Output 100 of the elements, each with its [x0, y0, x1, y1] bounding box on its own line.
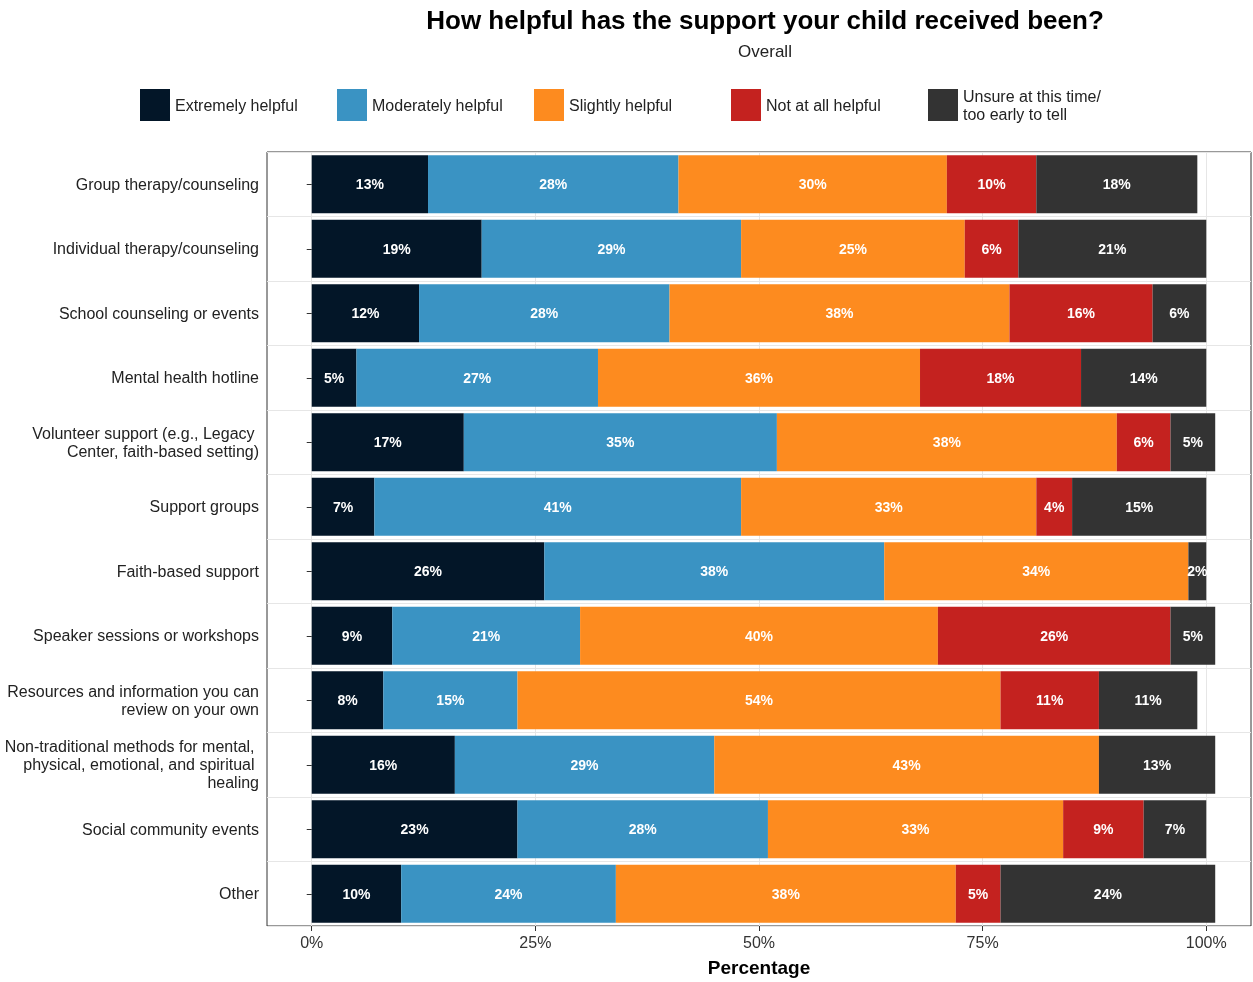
data-label: 5% — [1182, 627, 1204, 644]
bar — [1170, 413, 1216, 472]
y-tick-label: Volunteer support (e.g., Legacy Center, faith-based setting) — [32, 424, 259, 460]
bar — [1036, 477, 1073, 536]
y-tick-label: Non-traditional methods for mental, physical, emotional, and spiritual healing — [4, 738, 259, 792]
bar — [1152, 284, 1207, 343]
data-label: 7% — [332, 498, 354, 515]
data-label: 19% — [382, 240, 412, 257]
legend-label: Slightly helpful — [569, 96, 673, 114]
bar — [1098, 735, 1216, 794]
bar — [920, 348, 1082, 407]
data-label: 6% — [1169, 305, 1191, 322]
bar — [1036, 155, 1198, 214]
data-label: 43% — [892, 756, 922, 773]
bar — [955, 864, 1001, 923]
bar — [1098, 671, 1198, 730]
bar — [615, 864, 956, 923]
data-label: 29% — [570, 756, 600, 773]
bar — [1143, 800, 1207, 859]
bar — [884, 542, 1189, 601]
data-label: 16% — [1067, 305, 1096, 322]
data-label: 27% — [463, 369, 492, 386]
bar — [383, 671, 518, 730]
data-label: 54% — [744, 692, 774, 709]
bar — [964, 219, 1019, 278]
bar — [741, 219, 965, 278]
y-tick-label: Faith-based support — [116, 562, 260, 580]
bar — [311, 735, 455, 794]
x-tick-label: 75% — [966, 933, 999, 951]
bar — [311, 348, 357, 407]
data-label: 10% — [977, 176, 1007, 193]
data-label: 11% — [1134, 692, 1163, 709]
data-label: 38% — [932, 434, 962, 451]
data-label: 15% — [436, 692, 465, 709]
data-label: 7% — [1164, 821, 1186, 838]
legend-label: Not at all helpful — [766, 96, 881, 114]
bar — [311, 155, 429, 214]
data-label: 21% — [472, 627, 501, 644]
data-label: 16% — [369, 756, 398, 773]
bar — [311, 542, 545, 601]
data-label: 5% — [968, 885, 989, 902]
data-label: 38% — [825, 305, 855, 322]
data-label: 26% — [414, 563, 443, 580]
data-label: 9% — [1093, 821, 1115, 838]
data-label: 15% — [1125, 498, 1154, 515]
data-label: 18% — [986, 369, 1016, 386]
y-tick-label: Individual therapy/counseling — [52, 240, 259, 258]
bar — [1009, 284, 1153, 343]
y-tick-label: Social community events — [82, 820, 259, 838]
x-tick-label: 25% — [519, 933, 552, 951]
bar — [776, 413, 1117, 472]
data-label: 14% — [1129, 369, 1159, 386]
data-label: 23% — [400, 821, 430, 838]
data-label: 28% — [530, 305, 559, 322]
data-label: 41% — [543, 498, 573, 515]
y-tick-label: Resources and information you can review on your own — [7, 682, 259, 718]
bar — [678, 155, 947, 214]
bar — [714, 735, 1099, 794]
bar — [401, 864, 616, 923]
bar — [428, 155, 679, 214]
data-label: 29% — [597, 240, 626, 257]
data-label: 28% — [539, 176, 568, 193]
data-label: 40% — [744, 627, 774, 644]
y-tick-label: School counseling or events — [58, 304, 259, 322]
bar — [946, 155, 1037, 214]
bar — [767, 800, 1064, 859]
data-label: 33% — [874, 498, 904, 515]
bar — [741, 477, 1037, 536]
x-tick-label: 50% — [742, 933, 776, 951]
legend-label: Extremely helpful — [175, 96, 298, 114]
bar — [454, 735, 715, 794]
bar — [311, 671, 384, 730]
bar — [419, 284, 670, 343]
data-label: 6% — [1133, 434, 1155, 451]
bar — [311, 284, 420, 343]
data-label: 10% — [342, 885, 372, 902]
bar — [311, 219, 482, 278]
y-tick-label: Other — [218, 885, 260, 903]
y-tick-label: Group therapy/counseling — [75, 175, 259, 193]
data-label: 35% — [606, 434, 635, 451]
x-axis-title: Percentage — [707, 957, 811, 978]
x-tick-label: 0% — [300, 933, 324, 951]
bar — [356, 348, 598, 407]
data-label: 24% — [494, 885, 524, 902]
data-label: 34% — [1022, 563, 1051, 580]
y-tick-label: Support groups — [149, 498, 259, 516]
x-tick-label: 100% — [1185, 933, 1227, 951]
data-label: 18% — [1102, 176, 1132, 193]
data-label: 25% — [838, 240, 868, 257]
bar — [1000, 671, 1099, 730]
bar — [1116, 413, 1171, 472]
bar — [1063, 800, 1144, 859]
data-label: 38% — [700, 563, 729, 580]
bar — [544, 542, 885, 601]
data-label: 4% — [1044, 498, 1065, 515]
bar — [1170, 606, 1216, 665]
bar — [1000, 864, 1216, 923]
data-label: 17% — [373, 434, 403, 451]
y-tick-label: Mental health hotline — [111, 369, 260, 387]
bar — [311, 800, 518, 859]
